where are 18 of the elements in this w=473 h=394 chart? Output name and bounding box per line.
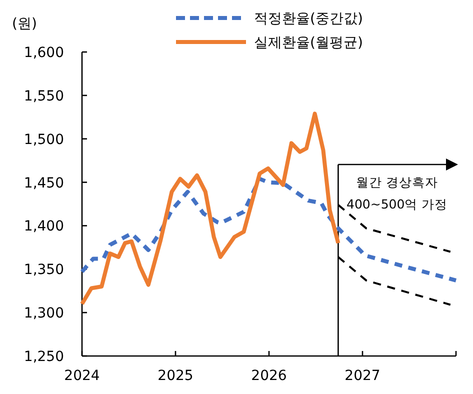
y-tick-label: 1,600 — [24, 45, 64, 61]
line-series — [80, 176, 458, 282]
y-tick-label: 1,500 — [24, 132, 64, 148]
y-tick-label: 1,250 — [24, 349, 64, 365]
x-tick-label: 2026 — [251, 368, 287, 384]
legend-label: 실제환율(월평균) — [254, 35, 363, 51]
y-tick-label: 1,350 — [24, 262, 64, 278]
y-tick-label: 1,400 — [24, 218, 64, 235]
x-tick-label: 2025 — [158, 368, 194, 384]
legend-label: 적정환율(중간값) — [254, 11, 363, 27]
y-axis-title: (원) — [12, 16, 37, 32]
line-series — [80, 112, 340, 306]
y-tick-label: 1,550 — [24, 88, 64, 104]
ref-line-label: 월간 경상흑자 400~500억 가정 — [346, 174, 448, 212]
y-tick-label: 1,450 — [24, 175, 64, 192]
y-tick-label: 1,300 — [24, 306, 64, 322]
x-tick-label: 2024 — [64, 368, 100, 384]
x-tick-label: 2027 — [344, 368, 380, 384]
